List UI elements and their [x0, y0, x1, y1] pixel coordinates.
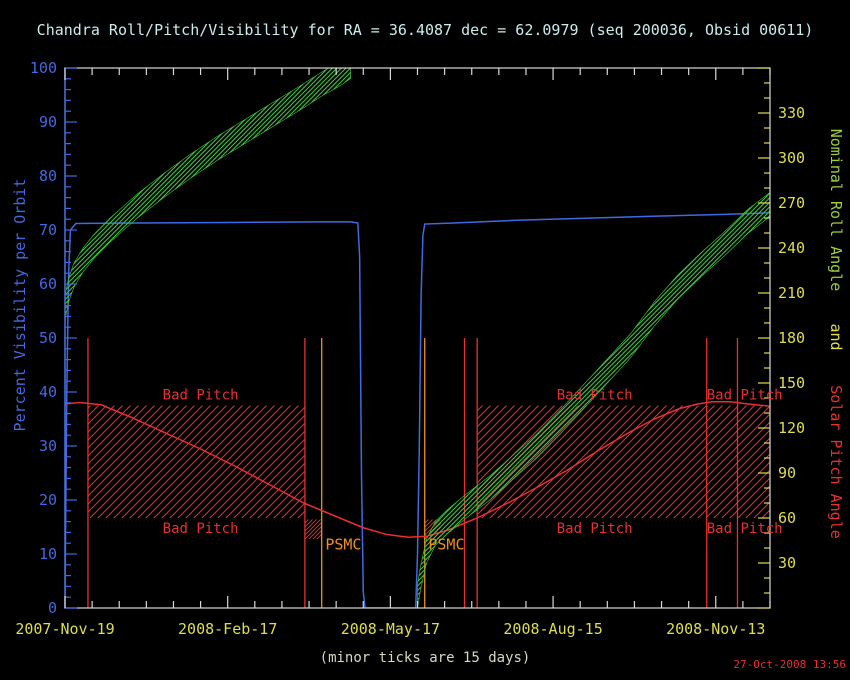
left-tick-label: 90: [39, 113, 57, 131]
bad-pitch-zone: [87, 405, 305, 518]
plot-title: Chandra Roll/Pitch/Visibility for RA = 3…: [36, 21, 814, 39]
data-layers: [65, 68, 770, 608]
right-axis-title-and: and: [827, 323, 845, 351]
minor-ticks-caption: (minor ticks are 15 days): [319, 650, 531, 666]
annotation-bad-pitch: Bad Pitch: [557, 388, 633, 404]
date-tick-label: 2008-May-17: [341, 620, 440, 638]
annotation-psmc: PSMC: [428, 536, 464, 554]
annotation-bad-pitch: Bad Pitch: [707, 388, 783, 404]
date-tick-label: 2008-Feb-17: [178, 620, 277, 638]
annotation-bad-pitch: Bad Pitch: [163, 388, 239, 404]
axes: 0 10 20 30 40 50 60 70 80 90 100 30 60 90 120 150 180 210…: [15, 59, 805, 638]
right-tick-label: 60: [778, 509, 796, 527]
right-tick-label: 90: [778, 464, 796, 482]
right-axis-title-pitch: Solar Pitch Angle: [827, 385, 845, 539]
psmc-zone: [304, 519, 322, 539]
left-tick-label: 10: [39, 545, 57, 563]
right-tick-label: 180: [778, 329, 805, 347]
annotation-bad-pitch: Bad Pitch: [707, 521, 783, 537]
left-tick-label: 80: [39, 167, 57, 185]
left-tick-label: 100: [30, 59, 57, 77]
pitch-line: [65, 401, 770, 538]
annotation-bad-pitch: Bad Pitch: [163, 521, 239, 537]
date-tick-label: 2007-Nov-19: [15, 620, 114, 638]
left-tick-label: 20: [39, 491, 57, 509]
annotation-psmc: PSMC: [325, 536, 361, 554]
roll-angle-band: [65, 68, 351, 321]
right-tick-label: 150: [778, 374, 805, 392]
right-axis-title-roll: Nominal Roll Angle: [827, 128, 845, 292]
right-tick-label: 270: [778, 194, 805, 212]
left-tick-label: 70: [39, 221, 57, 239]
generated-timestamp: 27-Oct-2008 13:56: [733, 658, 846, 671]
right-tick-label: 240: [778, 239, 805, 257]
roll-angle-band: [417, 192, 770, 608]
right-tick-label: 300: [778, 149, 805, 167]
right-tick-label: 210: [778, 284, 805, 302]
annotations: Bad Pitch Bad Pitch Bad Pitch Bad Pitch Bad …: [163, 388, 783, 554]
date-tick-label: 2008-Aug-15: [503, 620, 602, 638]
right-tick-label: 330: [778, 104, 805, 122]
left-tick-label: 40: [39, 383, 57, 401]
annotation-bad-pitch: Bad Pitch: [557, 521, 633, 537]
left-tick-label: 0: [48, 599, 57, 617]
right-tick-label: 30: [778, 554, 796, 572]
visibility-line: [65, 211, 770, 608]
left-axis-title: Percent Visibility per Orbit: [11, 178, 29, 432]
date-tick-label: 2008-Nov-13: [666, 620, 765, 638]
left-tick-label: 60: [39, 275, 57, 293]
right-tick-label: 120: [778, 419, 805, 437]
left-tick-label: 30: [39, 437, 57, 455]
left-tick-label: 50: [39, 329, 57, 347]
